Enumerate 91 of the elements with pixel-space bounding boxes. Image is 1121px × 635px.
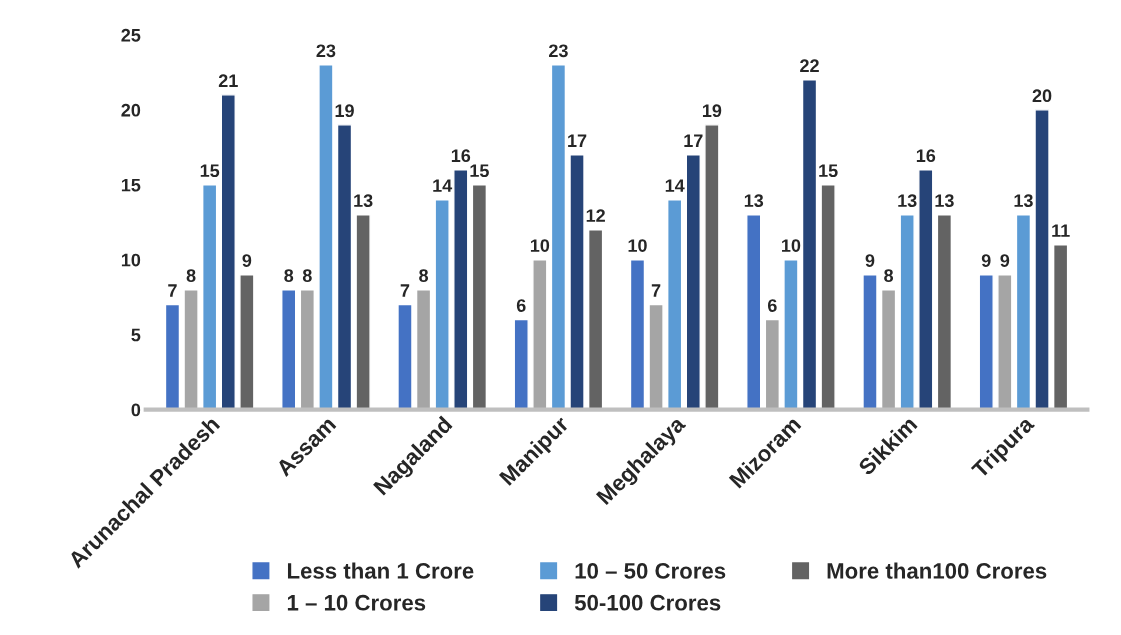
bar [183,288,199,410]
data-label: 9 [981,254,991,267]
data-label: 10 [782,239,801,252]
bar [1052,244,1069,410]
data-label: 15 [819,164,838,178]
data-label: 15 [200,164,220,178]
bar [434,199,450,410]
legend-label: 1 – 10 Crores [287,594,426,611]
bar [862,274,878,410]
legend-label: 50-100 Crores [574,594,721,611]
data-label: 8 [284,269,294,282]
bar [746,214,762,410]
bar [513,318,529,410]
y-tick-label: 10 [121,253,141,267]
legend-label: 10 – 50 Crores [575,563,726,579]
bar [299,288,315,410]
bar [220,94,236,410]
bar [978,274,994,410]
bar [629,259,646,410]
bar [936,214,953,410]
data-label: 6 [516,299,526,312]
bar [764,318,780,410]
bar [685,154,701,410]
bar [453,169,469,410]
y-tick-label: 20 [121,103,141,117]
data-label: 8 [419,269,429,282]
data-label: 13 [354,194,373,208]
data-label: 16 [916,149,936,163]
bar [164,303,181,410]
data-label: 7 [400,284,410,297]
data-label: 9 [865,254,875,267]
bar [587,229,604,410]
data-label: 8 [302,269,312,282]
data-label: 15 [470,164,489,178]
data-label: 10 [530,239,550,252]
bar [471,184,488,410]
data-label: 17 [568,134,587,147]
bar [318,64,334,410]
data-label: 14 [665,179,685,192]
data-label: 9 [1000,254,1010,267]
data-label: 6 [767,299,777,312]
bar [550,64,567,410]
y-tick-label: 15 [121,178,141,192]
y-tick-label: 0 [131,403,141,417]
bar [281,288,297,410]
bar [532,259,548,410]
data-label: 19 [335,104,354,118]
data-label: 20 [1032,89,1052,103]
data-label: 21 [218,74,238,87]
data-label: 13 [1014,194,1033,208]
bar [704,124,720,410]
data-label: 16 [451,149,471,163]
data-label: 14 [433,179,453,192]
bar [880,288,897,410]
bar [648,303,664,410]
bar [336,124,353,410]
bar [355,214,371,410]
data-label: 23 [316,44,336,58]
data-label: 13 [744,194,764,208]
data-label: 23 [549,44,568,58]
data-label: 17 [684,134,703,147]
bar [899,214,915,410]
bar [783,259,799,410]
data-label: 8 [884,269,894,282]
bar [820,184,836,410]
data-label: 10 [628,239,647,252]
bar [997,274,1013,410]
bar [667,199,683,410]
bar [1034,109,1050,410]
data-label: 12 [586,209,605,222]
bar [801,79,818,410]
data-label: 9 [242,254,252,267]
y-tick-label: 5 [131,328,141,342]
data-label: 7 [651,284,661,297]
bar [1015,214,1032,410]
bar [918,169,934,410]
data-label: 13 [935,194,954,208]
bar [397,303,413,410]
y-tick-label: 25 [121,28,141,42]
bar [569,154,585,410]
data-label: 7 [168,284,177,297]
bar [239,274,255,410]
data-label: 22 [800,59,819,72]
legend-label: Less than 1 Crore [287,562,474,579]
data-label: 13 [898,194,917,208]
data-label: 19 [702,104,722,118]
data-label: 11 [1052,224,1070,237]
bar [201,184,218,410]
legend-label: More than100 Crores [827,562,1047,579]
bar [415,288,432,410]
data-label: 8 [186,269,196,282]
